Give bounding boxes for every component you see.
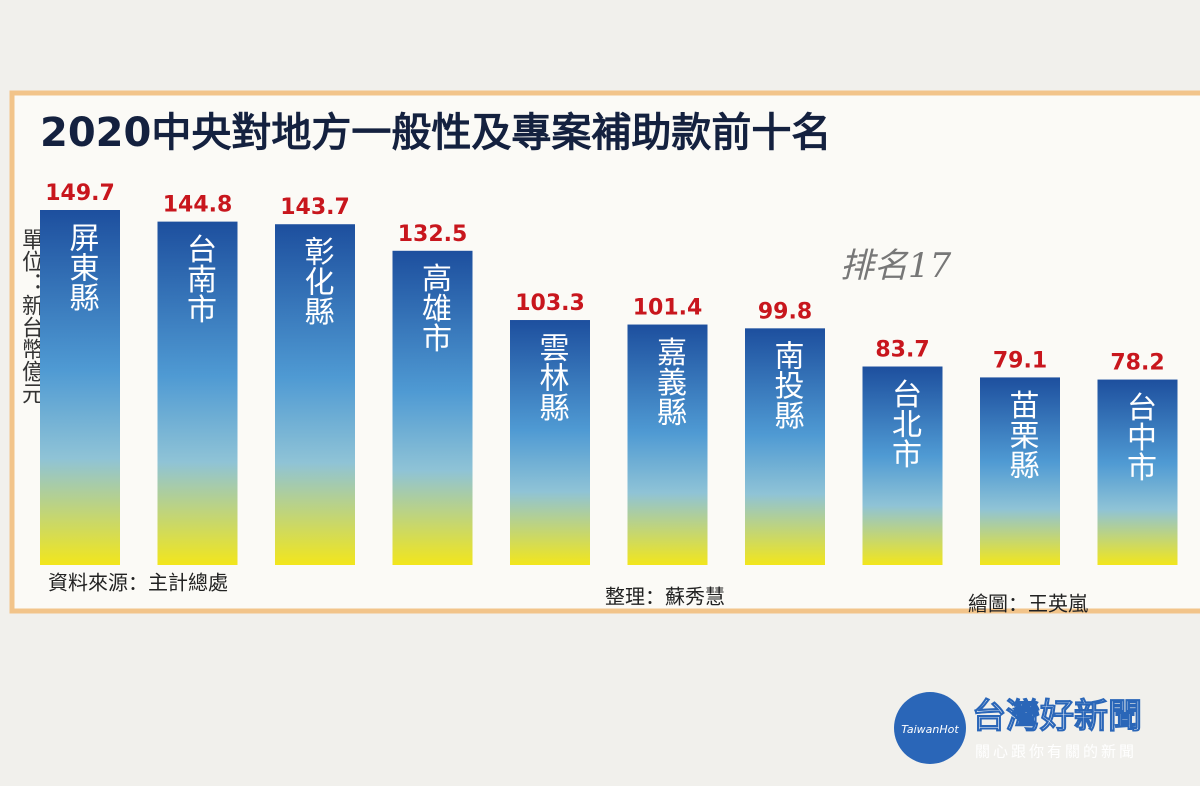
value-label: 144.8 [163,193,233,218]
value-label: 78.2 [1110,351,1164,376]
value-label: 79.1 [993,348,1047,373]
category-label: 屏東縣 [64,222,100,312]
category-label: 南投縣 [769,340,804,430]
watermark-slogan: 關心跟你有關的新聞 [975,743,1137,761]
value-label: 149.7 [45,181,115,206]
value-label: 103.3 [515,291,585,316]
source: 資料來源：主計總處 [48,571,228,595]
bar [40,210,120,565]
bar [627,324,708,565]
category-label: 雲林縣 [534,332,570,422]
category-label: 苗栗縣 [1004,389,1039,479]
illustrator: 繪圖：王英嵐 [968,592,1088,616]
bar [862,366,943,565]
watermark-logo [894,692,966,764]
unit-label: 單位：新台幣億元 [18,228,44,404]
bar [157,221,238,565]
category-label: 台南市 [181,234,216,324]
value-label: 83.7 [875,338,929,363]
category-label: 台北市 [886,379,921,469]
bar [745,328,825,565]
category-label: 嘉義縣 [651,337,686,427]
bar [1097,379,1178,565]
category-label: 彰化縣 [299,236,334,326]
chart-title: 2020中央對地方一般性及專案補助款前十名 [40,110,831,156]
watermark-name: 台灣好新聞 [972,697,1142,737]
bar [392,250,473,565]
value-label: 132.5 [398,222,468,247]
editor: 整理：蘇秀慧 [605,585,725,609]
watermark-logo-text: TaiwanHot [901,723,959,736]
value-label: 143.7 [280,195,350,220]
bar [275,224,355,565]
bar [980,377,1060,565]
value-label: 99.8 [758,299,812,324]
value-label: 101.4 [633,296,703,321]
category-label: 台中市 [1121,392,1156,482]
category-label: 高雄市 [416,263,452,353]
bar [510,320,590,565]
handwritten-note: 排名17 [840,246,952,286]
